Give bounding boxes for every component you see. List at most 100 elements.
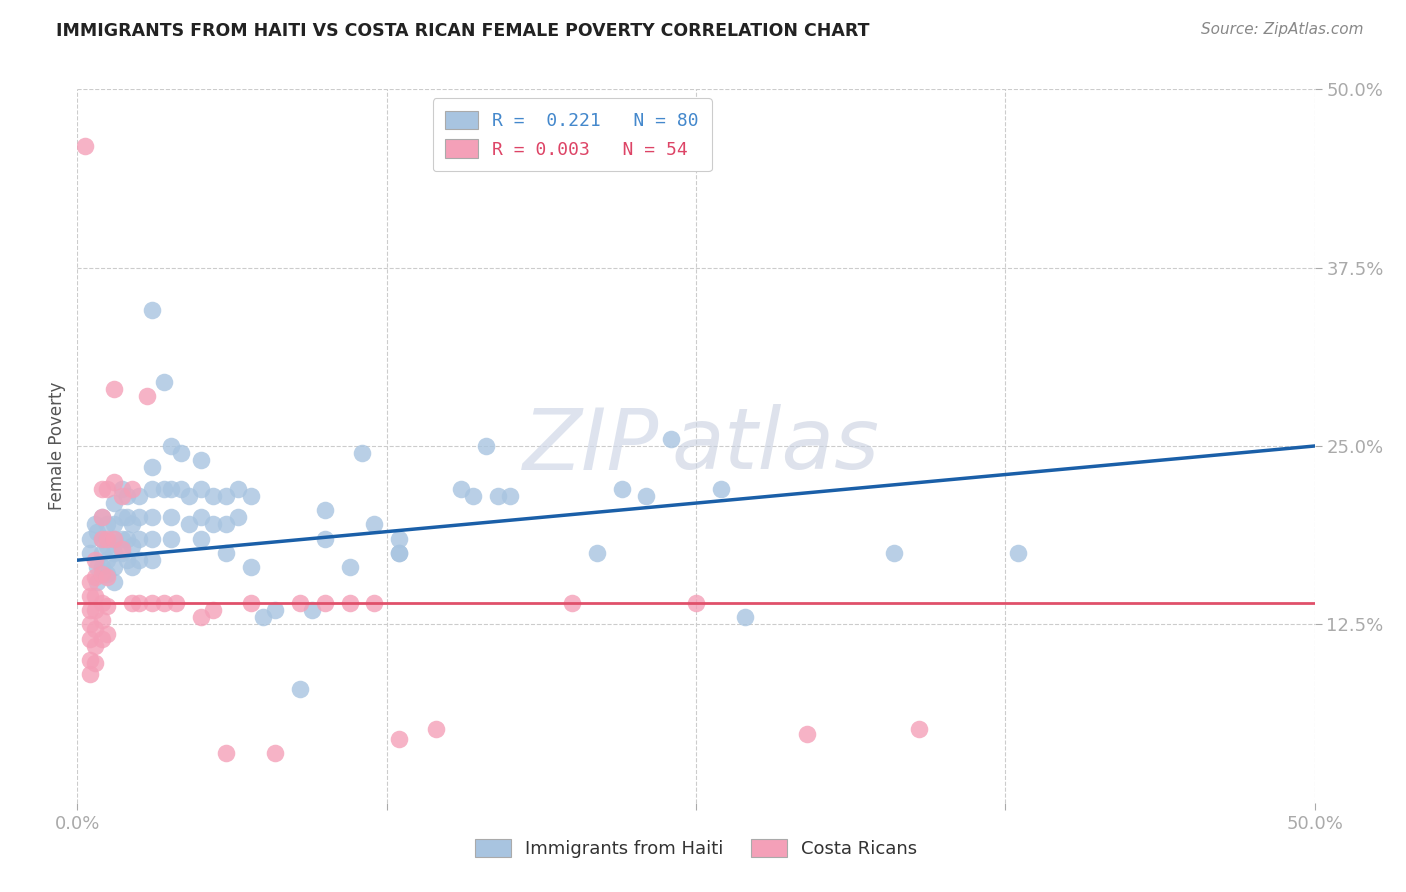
Point: [96, 517, 118, 532]
Point: [659, 432, 682, 446]
Point: [91, 546, 114, 560]
Point: [388, 731, 411, 746]
Point: [388, 532, 411, 546]
Point: [314, 596, 336, 610]
Point: [160, 439, 183, 453]
Point: [91, 482, 114, 496]
Point: [215, 489, 238, 503]
Point: [288, 681, 311, 696]
Point: [796, 727, 818, 741]
Point: [96, 553, 118, 567]
Point: [141, 553, 163, 567]
Point: [121, 560, 143, 574]
Point: [91, 596, 114, 610]
Point: [561, 596, 583, 610]
Point: [239, 596, 262, 610]
Point: [111, 489, 134, 503]
Point: [103, 496, 125, 510]
Point: [83, 622, 105, 636]
Point: [425, 722, 447, 736]
Point: [103, 546, 125, 560]
Point: [96, 482, 118, 496]
Point: [103, 560, 125, 574]
Point: [121, 482, 143, 496]
Point: [288, 596, 311, 610]
Point: [363, 517, 385, 532]
Point: [202, 603, 225, 617]
Point: [685, 596, 707, 610]
Point: [339, 596, 361, 610]
Point: [86, 560, 108, 574]
Point: [103, 382, 125, 396]
Point: [499, 489, 522, 503]
Point: [128, 532, 150, 546]
Point: [96, 599, 118, 613]
Point: [79, 574, 101, 589]
Point: [202, 517, 225, 532]
Point: [115, 510, 138, 524]
Point: [202, 489, 225, 503]
Point: [111, 482, 134, 496]
Point: [314, 532, 336, 546]
Point: [91, 632, 114, 646]
Point: [239, 489, 262, 503]
Point: [111, 510, 134, 524]
Point: [450, 482, 472, 496]
Point: [190, 532, 212, 546]
Point: [128, 596, 150, 610]
Point: [1007, 546, 1029, 560]
Point: [115, 489, 138, 503]
Point: [128, 553, 150, 567]
Point: [734, 610, 756, 624]
Point: [103, 532, 125, 546]
Point: [91, 510, 114, 524]
Point: [252, 610, 274, 624]
Point: [190, 482, 212, 496]
Point: [636, 489, 658, 503]
Point: [264, 746, 287, 760]
Point: [96, 532, 118, 546]
Point: [474, 439, 496, 453]
Point: [710, 482, 733, 496]
Point: [79, 603, 101, 617]
Point: [141, 460, 163, 475]
Point: [103, 475, 125, 489]
Point: [79, 546, 101, 560]
Point: [83, 570, 105, 584]
Point: [388, 546, 411, 560]
Point: [215, 517, 238, 532]
Point: [86, 524, 108, 539]
Point: [83, 639, 105, 653]
Point: [215, 546, 238, 560]
Point: [190, 510, 212, 524]
Point: [103, 574, 125, 589]
Point: [135, 389, 157, 403]
Point: [96, 567, 118, 582]
Point: [153, 375, 176, 389]
Point: [79, 667, 101, 681]
Point: [350, 446, 373, 460]
Point: [153, 482, 176, 496]
Point: [160, 482, 183, 496]
Point: [115, 553, 138, 567]
Point: [91, 510, 114, 524]
Point: [121, 517, 143, 532]
Point: [96, 627, 118, 641]
Point: [96, 570, 118, 584]
Text: IMMIGRANTS FROM HAITI VS COSTA RICAN FEMALE POVERTY CORRELATION CHART: IMMIGRANTS FROM HAITI VS COSTA RICAN FEM…: [56, 22, 870, 40]
Point: [73, 139, 96, 153]
Point: [160, 510, 183, 524]
Point: [103, 517, 125, 532]
Point: [586, 546, 609, 560]
Point: [103, 532, 125, 546]
Point: [83, 603, 105, 617]
Point: [486, 489, 509, 503]
Point: [363, 596, 385, 610]
Point: [91, 532, 114, 546]
Point: [264, 603, 287, 617]
Point: [79, 617, 101, 632]
Point: [111, 546, 134, 560]
Point: [226, 510, 249, 524]
Point: [153, 596, 176, 610]
Point: [83, 553, 105, 567]
